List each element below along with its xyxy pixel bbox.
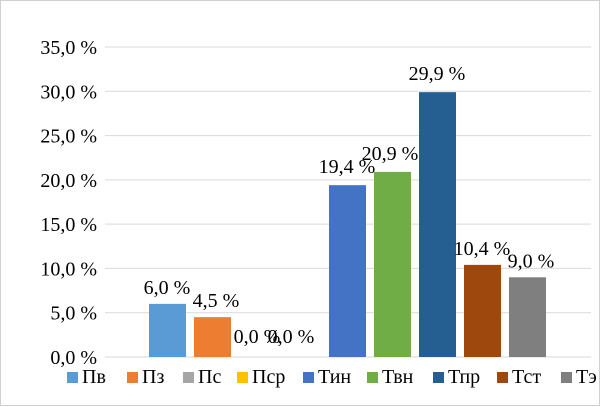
legend-label: Тст [512, 366, 541, 388]
legend-swatch [367, 372, 378, 383]
y-tick-label: 15,0 % [40, 214, 97, 236]
bar-Тин [329, 185, 366, 357]
data-label: 9,0 % [508, 250, 555, 272]
y-axis: 0,0 % 5,0 % 10,0 % 15,0 % 20,0 % 25,0 % 30,0 %… [40, 37, 97, 369]
data-label: 0,0 % [234, 326, 281, 348]
y-tick-label: 0,0 % [50, 347, 97, 369]
y-tick-label: 10,0 % [40, 258, 97, 280]
y-tick-label: 5,0 % [50, 303, 97, 325]
y-tick-label: 20,0 % [40, 170, 97, 192]
data-label: 0,0 % [268, 326, 315, 348]
legend-label: Твн [382, 366, 414, 388]
legend-swatch [67, 372, 78, 383]
y-tick-label: 35,0 % [40, 37, 97, 59]
legend-swatch [127, 372, 138, 383]
data-label: 20,9 % [362, 143, 419, 165]
legend-label: Тпр [448, 366, 480, 388]
bar-Тэ [509, 277, 546, 357]
y-tick-label: 25,0 % [40, 126, 97, 148]
bar-Твн [374, 171, 411, 357]
legend-label: Пср [252, 366, 285, 388]
data-label: 19,4 % [319, 156, 376, 178]
legend-label: Пс [198, 366, 221, 388]
data-label: 10,4 % [454, 238, 511, 260]
legend: Пв Пз Пс Пср Тин Твн Тпр Тст Тэ [67, 366, 597, 388]
bar-Тпр [419, 92, 456, 358]
data-label: 4,5 % [193, 290, 240, 312]
legend-label: Тин [318, 366, 351, 388]
legend-swatch [237, 372, 248, 383]
bar-Пз [194, 317, 231, 357]
legend-swatch [561, 372, 572, 383]
legend-label: Тэ [576, 366, 597, 388]
data-labels: 6,0 %4,5 % 0,0 %0,0 % 19,4 %20,9 % 29,9 % 10… [144, 63, 555, 348]
legend-swatch [303, 372, 314, 383]
data-label: 6,0 % [144, 277, 191, 299]
bars [149, 92, 546, 358]
legend-swatch [433, 372, 444, 383]
legend-swatch [183, 372, 194, 383]
bar-Тст [464, 264, 501, 357]
y-tick-label: 30,0 % [40, 81, 97, 103]
legend-label: Пв [82, 366, 106, 388]
legend-swatch [497, 372, 508, 383]
data-label: 29,9 % [409, 63, 466, 85]
bar-Пв [149, 303, 186, 357]
legend-label: Пз [142, 366, 164, 388]
